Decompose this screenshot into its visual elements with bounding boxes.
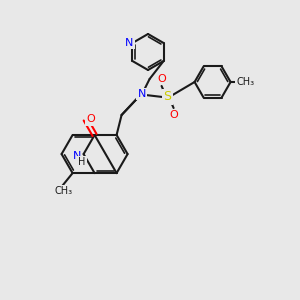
Text: N: N <box>137 89 146 99</box>
Text: CH₃: CH₃ <box>236 77 255 87</box>
Text: O: O <box>157 74 166 84</box>
Text: N: N <box>125 38 134 48</box>
Text: O: O <box>169 110 178 120</box>
Text: N: N <box>72 151 81 161</box>
Text: H: H <box>78 157 85 167</box>
Text: O: O <box>86 114 95 124</box>
Text: CH₃: CH₃ <box>55 186 73 196</box>
Text: S: S <box>164 91 172 103</box>
